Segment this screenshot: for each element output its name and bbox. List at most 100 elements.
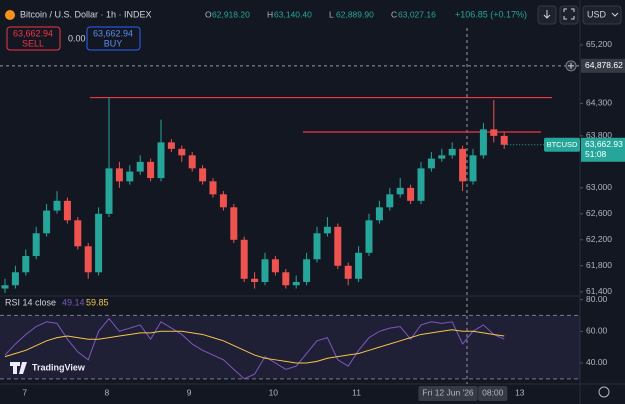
buy-button[interactable] — [86, 26, 141, 51]
candle-body — [459, 148, 467, 182]
x-tick-label: 11 — [352, 387, 361, 397]
candle-body — [365, 220, 373, 253]
buy-label: BUY — [104, 38, 123, 48]
candle-body — [490, 129, 498, 136]
fullscreen-button[interactable] — [559, 5, 579, 25]
candle-body — [95, 213, 103, 273]
ohlc-value: 62,889.90 — [336, 9, 374, 19]
candle-body — [199, 168, 207, 182]
y-tick-label: 80.00 — [586, 294, 608, 304]
candle-body — [11, 272, 19, 286]
candle-body — [417, 168, 425, 201]
candle-body — [251, 278, 259, 283]
rsi-ma-value: 59.85 — [86, 297, 109, 307]
y-tick-label: 63,800 — [586, 130, 612, 140]
candle-body — [448, 148, 456, 156]
sell-label: SELL — [22, 38, 44, 48]
spread: 0.00 — [68, 33, 86, 43]
symbol-tag-text: BTCUSD — [547, 140, 578, 149]
candle-body — [105, 168, 113, 214]
candle-body — [188, 155, 196, 169]
candle-body — [282, 272, 290, 286]
x-tick-highlight — [478, 386, 508, 401]
candle-body — [261, 259, 269, 283]
x-tick-label: Fri 12 Jun '26 — [422, 387, 474, 397]
candle-body — [22, 256, 30, 273]
ohlc-label: H — [267, 9, 273, 19]
rsi-line — [4, 329, 505, 364]
ohlc-label: C — [391, 9, 397, 19]
ohlc-legend: O 62,918.20 H 63,140.40 L 62,889.90 C 63,027.16 — [205, 9, 436, 19]
plus-icon — [568, 62, 574, 69]
candle-body — [323, 226, 331, 234]
candle-body — [396, 187, 404, 195]
candle-body — [271, 259, 279, 273]
candle-body — [355, 252, 363, 279]
candle-body — [469, 155, 477, 182]
last-price: 63,662.93 — [585, 139, 623, 149]
y-tick-label: 60.00 — [586, 326, 608, 336]
candle-body — [53, 200, 61, 211]
logo: TradingView — [32, 362, 86, 372]
x-tick-highlight — [418, 386, 478, 401]
candle-body — [126, 171, 134, 182]
settings-icon[interactable] — [598, 386, 610, 398]
fullscreen-icon — [563, 8, 575, 20]
candle-body — [219, 194, 227, 208]
y-tick-label: 62,600 — [586, 208, 612, 218]
countdown: 51:08 — [585, 149, 607, 159]
rsi-line — [4, 317, 505, 380]
candle-body — [344, 265, 352, 279]
candle-body — [147, 161, 155, 179]
logo-icon — [10, 362, 27, 374]
candle-body — [63, 200, 71, 221]
last-price-box — [581, 137, 625, 162]
candle-body — [334, 226, 342, 266]
candle-body — [438, 155, 446, 159]
ohlc-value: 62,918.20 — [212, 9, 250, 19]
sell-button[interactable] — [6, 26, 61, 51]
rsi-band-fill — [0, 315, 580, 379]
candle-body — [74, 220, 82, 247]
candle-body — [84, 246, 92, 273]
candle-body — [115, 168, 123, 182]
candle-body — [407, 187, 415, 201]
x-tick-label: 08:00 — [482, 387, 504, 397]
buy-price: 63,662.94 — [93, 28, 133, 38]
rsi-value: 49.14 — [62, 297, 85, 307]
x-tick-label: 10 — [269, 387, 279, 397]
change: +106.85 (+0.17%) — [455, 9, 527, 19]
candle-body — [32, 233, 40, 257]
candle-body — [136, 161, 144, 172]
candle-body — [479, 129, 487, 156]
candle-body — [240, 239, 248, 279]
candle-body — [386, 194, 394, 208]
candle-body — [1, 285, 9, 289]
ohlc-label: L — [329, 9, 334, 19]
currency: USD — [587, 9, 607, 19]
candle-body — [375, 207, 383, 221]
x-tick-label: 8 — [105, 387, 110, 397]
y-tick-label: 62,200 — [586, 234, 612, 244]
dropdown-arrow — [611, 12, 619, 17]
crosshair-price-box — [581, 58, 625, 73]
y-tick-label: 63,000 — [586, 182, 612, 192]
sell-price: 63,662.94 — [13, 28, 53, 38]
x-tick-label: 9 — [187, 387, 192, 397]
y-tick-label: 61,400 — [586, 286, 612, 296]
download-icon — [543, 10, 551, 19]
candle-body — [292, 282, 300, 286]
y-tick-label: 65,200 — [586, 39, 612, 49]
candle-body — [303, 259, 311, 283]
ohlc-value: 63,140.40 — [274, 9, 312, 19]
crosshair-price: 64,878.62 — [585, 60, 623, 70]
symbol-tag — [544, 137, 580, 152]
y-tick-label: 40.00 — [586, 357, 608, 367]
y-tick-label: 64,300 — [586, 98, 612, 108]
currency-dropdown[interactable] — [582, 5, 622, 25]
candle-body — [178, 148, 186, 156]
candle-body — [157, 142, 165, 179]
